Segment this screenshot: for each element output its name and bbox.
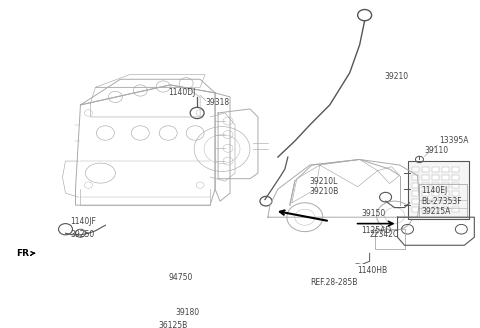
Text: 39210B: 39210B xyxy=(310,187,339,196)
Bar xyxy=(412,191,420,196)
Bar xyxy=(412,199,420,204)
Bar xyxy=(412,183,420,188)
Text: 1140DJ: 1140DJ xyxy=(168,88,195,97)
Text: 94750: 94750 xyxy=(168,273,192,282)
Bar xyxy=(432,199,439,204)
Text: 1140EJ: 1140EJ xyxy=(421,186,448,195)
Bar xyxy=(422,191,430,196)
Bar xyxy=(432,167,439,172)
Text: 13395A: 13395A xyxy=(439,136,469,145)
Bar xyxy=(443,207,449,213)
Bar xyxy=(443,183,449,188)
Bar xyxy=(412,167,420,172)
Bar xyxy=(452,167,459,172)
Bar xyxy=(412,175,420,180)
Bar xyxy=(422,199,430,204)
Text: 36125B: 36125B xyxy=(158,321,188,328)
Bar xyxy=(443,199,449,204)
Bar xyxy=(422,167,430,172)
Bar xyxy=(443,167,449,172)
Bar xyxy=(432,183,439,188)
Text: 39210: 39210 xyxy=(384,72,408,81)
Text: FR.: FR. xyxy=(16,249,32,258)
Bar xyxy=(443,175,449,180)
Text: 22342C: 22342C xyxy=(370,230,399,239)
Bar xyxy=(452,207,459,213)
Text: BL-27353F: BL-27353F xyxy=(421,196,462,206)
Bar xyxy=(422,175,430,180)
Bar xyxy=(452,191,459,196)
Bar xyxy=(422,183,430,188)
Text: 1125AD: 1125AD xyxy=(361,226,392,235)
Text: 1140HB: 1140HB xyxy=(358,266,388,275)
Text: 1140JF: 1140JF xyxy=(71,216,96,226)
Bar xyxy=(443,191,449,196)
Text: 39180: 39180 xyxy=(175,308,199,317)
Bar xyxy=(452,183,459,188)
Bar xyxy=(432,191,439,196)
Bar xyxy=(422,207,430,213)
Text: 39215A: 39215A xyxy=(421,207,451,216)
Bar xyxy=(452,175,459,180)
Bar xyxy=(412,207,420,213)
Bar xyxy=(432,175,439,180)
Bar xyxy=(432,207,439,213)
Text: 39150: 39150 xyxy=(361,209,386,217)
Text: REF.28-285B: REF.28-285B xyxy=(310,278,357,287)
Bar xyxy=(408,161,469,219)
Text: 39318: 39318 xyxy=(205,98,229,107)
Bar xyxy=(452,199,459,204)
Text: 39210L: 39210L xyxy=(310,176,338,186)
Text: 39250: 39250 xyxy=(71,230,95,239)
Text: 39110: 39110 xyxy=(424,146,449,155)
